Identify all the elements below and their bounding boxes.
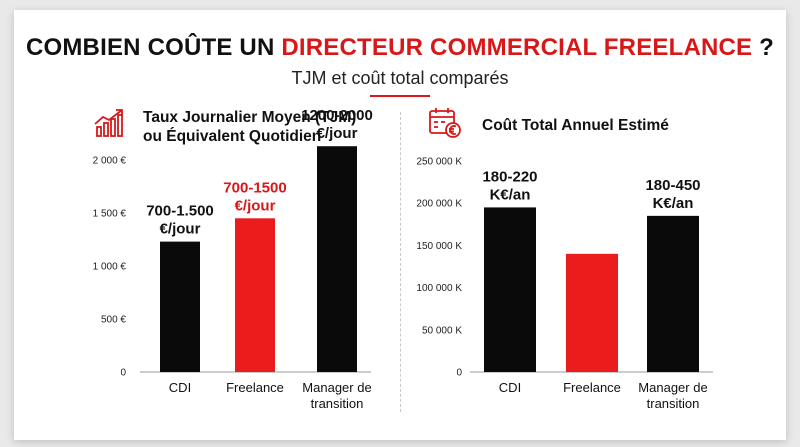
title-part-2: ? [752,34,775,61]
left-panel-title-line2: ou Équivalent Quotidien [143,128,322,145]
chart-growth-icon [94,109,123,137]
y-tick-label: 50 000 K [422,325,462,336]
data-label: €/jour [317,125,358,142]
category-label: CDI [499,380,521,395]
category-label: transition [311,396,364,411]
category-label: Freelance [563,380,621,395]
category-label: Freelance [226,380,284,395]
y-tick-label: 150 000 K [416,241,462,252]
data-label: K€/an [490,186,531,203]
category-label: transition [647,396,700,411]
y-tick-label: 200 000 K [416,199,462,210]
title-part-1: COMBIEN COÛTE UN [25,34,282,61]
bar-manager-de-transition [647,215,699,372]
data-label: 180-220 [482,168,537,185]
data-label: K€/an [653,195,694,212]
y-tick-label: 100 000 K [416,283,462,294]
category-label: CDI [169,380,191,395]
right-panel-title: Coût Total Annuel Estimé [482,116,669,135]
calendar-euro-icon [429,108,461,138]
page-subtitle: TJM et coût total comparés [291,68,509,88]
data-label: €/jour [160,221,201,238]
category-label: Manager de [638,380,707,395]
y-tick-label: 1 500 € [93,209,127,220]
title-accent: DIRECTEUR COMMERCIAL FREELANCE [281,34,753,61]
y-tick-label: 1 000 € [93,262,127,273]
data-label: 700-1500 [223,179,286,196]
left-panel-title-line1: Taux Journalier Moyen (TJM) [143,109,357,126]
y-tick-label: 0 [456,368,462,379]
page-title: COMBIEN COÛTE UN DIRECTEUR COMMERCIAL FR… [0,34,800,62]
right-panel-title-text: Coût Total Annuel Estimé [482,117,669,134]
data-label: 1200-2000 [301,107,373,124]
y-tick-label: 250 000 K [416,157,462,168]
bar-cdi [484,207,536,372]
bar-freelance [566,253,618,372]
bar-cdi [160,241,200,372]
data-label: 700-1.500 [146,203,214,220]
panel-divider [400,112,401,412]
y-tick-label: 0 [120,368,126,379]
category-label: Manager de [302,380,371,395]
data-label: 180-450 [645,177,700,194]
y-tick-label: 500 € [101,315,126,326]
left-panel-title: Taux Journalier Moyen (TJM) ou Équivalen… [143,108,356,146]
y-tick-label: 2 000 € [93,156,127,167]
bar-manager-de-transition [317,146,357,372]
bar-freelance [235,218,275,372]
subtitle-underline [370,95,430,97]
data-label: €/jour [235,197,276,214]
